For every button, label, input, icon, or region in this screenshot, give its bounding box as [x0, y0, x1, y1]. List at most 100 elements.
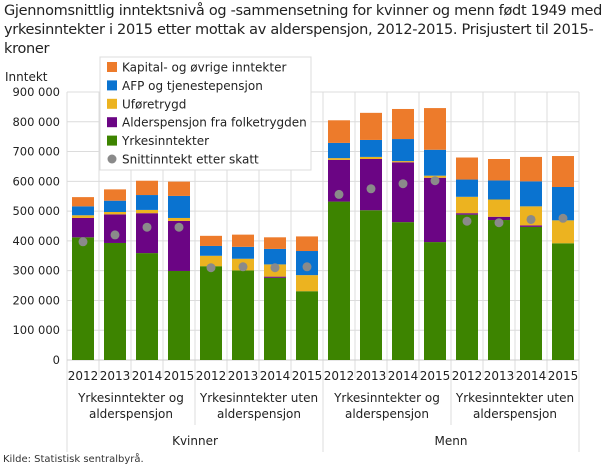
legend-label: Yrkesinntekter	[121, 134, 209, 148]
bar-segment	[200, 255, 222, 267]
bar-segment	[552, 220, 574, 244]
legend-label: AFP og tjenestepensjon	[122, 79, 263, 93]
bar-segment	[200, 245, 222, 256]
y-tick-label: 400 000	[12, 234, 60, 248]
y-tick-label: 0	[53, 353, 60, 367]
mean-income-point	[142, 222, 152, 232]
bar-segment	[456, 214, 478, 360]
bar-segment	[104, 189, 126, 201]
bar-segment	[520, 225, 542, 227]
bar-segment	[328, 159, 350, 202]
legend-swatch	[107, 135, 117, 146]
bar-segment	[552, 156, 574, 187]
subgroup-label: alderspensjon	[217, 407, 301, 421]
bar-segment	[168, 220, 190, 271]
bar-segment	[360, 139, 382, 157]
bar-segment	[264, 237, 286, 249]
x-tick-label: 2013	[484, 369, 515, 383]
legend-label: Uføretrygd	[122, 97, 186, 111]
bar-segment	[552, 186, 574, 221]
bar-segment	[328, 201, 350, 360]
mean-income-point	[302, 262, 312, 272]
y-tick-label: 700 000	[12, 145, 60, 159]
mean-income-point	[366, 184, 376, 194]
bar-segment	[232, 234, 254, 247]
bar-segment	[264, 277, 286, 360]
bar-segment	[520, 226, 542, 360]
x-tick-label: 2013	[228, 369, 259, 383]
legend-point-marker	[107, 154, 117, 164]
bar-segment	[456, 157, 478, 180]
bar-segment	[72, 197, 94, 207]
bar-segment	[104, 214, 126, 243]
bar-segment	[136, 213, 158, 254]
bar-segment	[360, 156, 382, 159]
bar-segment	[104, 212, 126, 215]
bar-segment	[328, 142, 350, 159]
bar-segment	[424, 177, 446, 243]
legend-swatch	[107, 117, 117, 128]
y-tick-label: 800 000	[12, 115, 60, 129]
source-note: Kilde: Statistisk sentralbyrå.	[3, 454, 144, 465]
subgroup-label: alderspensjon	[89, 407, 173, 421]
bar-segment	[72, 215, 94, 218]
subgroup-label: Yrkesinntekter og	[77, 391, 184, 405]
bar-segment	[296, 236, 318, 252]
bar-segment	[360, 210, 382, 360]
bar-segment	[456, 179, 478, 197]
bar-segment	[488, 199, 510, 217]
subgroup-label: alderspensjon	[345, 407, 429, 421]
y-tick-label: 300 000	[12, 264, 60, 278]
x-tick-label: 2012	[68, 369, 99, 383]
bar-segment	[200, 266, 222, 360]
bar-segment	[296, 291, 318, 360]
y-tick-label: 900 000	[12, 85, 60, 99]
bar-segment	[424, 242, 446, 360]
bar-segment	[392, 108, 414, 140]
x-tick-label: 2013	[100, 369, 131, 383]
group-label: Menn	[435, 434, 468, 448]
x-tick-label: 2015	[420, 369, 451, 383]
bar-segment	[392, 162, 414, 223]
bar-segment	[168, 181, 190, 196]
legend-swatch	[107, 80, 117, 91]
bar-segment	[392, 161, 414, 163]
y-tick-label: 200 000	[12, 293, 60, 307]
y-axis-label: Inntekt	[5, 70, 48, 84]
legend-label: Kapital- og øvrige inntekter	[122, 61, 286, 75]
bar-segment	[168, 195, 190, 218]
mean-income-point	[78, 237, 88, 247]
bar-segment	[168, 217, 190, 221]
bar-segment	[392, 139, 414, 162]
legend-label: Snittinntekt etter skatt	[122, 153, 259, 167]
bar-segment	[296, 275, 318, 292]
mean-income-point	[494, 218, 504, 228]
subgroup-label: alderspensjon	[473, 407, 557, 421]
x-tick-label: 2012	[324, 369, 355, 383]
bar-segment	[520, 181, 542, 207]
chart-title: Gjennomsnittlig inntektsnivå og -sammens…	[4, 3, 602, 57]
mean-income-point	[334, 189, 344, 199]
mean-income-point	[558, 213, 568, 223]
x-tick-label: 2015	[548, 369, 579, 383]
legend-swatch	[107, 62, 117, 72]
bar-segment	[200, 235, 222, 246]
bar-segment	[328, 120, 350, 143]
mean-income-point	[174, 222, 184, 232]
group-label: Kvinner	[172, 434, 218, 448]
bar-segment	[520, 156, 542, 182]
bar-segment	[264, 248, 286, 265]
bar-segment	[136, 253, 158, 360]
bar-segment	[552, 243, 574, 360]
bar-segment	[424, 149, 446, 176]
bar-segment	[360, 112, 382, 140]
mean-income-point	[110, 230, 120, 240]
y-tick-label: 100 000	[12, 323, 60, 337]
bar-segment	[456, 196, 478, 214]
bar-segment	[488, 180, 510, 200]
bar-segment	[488, 220, 510, 360]
y-tick-label: 600 000	[12, 174, 60, 188]
x-tick-label: 2015	[292, 369, 323, 383]
x-tick-label: 2012	[196, 369, 227, 383]
y-tick-label: 500 000	[12, 204, 60, 218]
